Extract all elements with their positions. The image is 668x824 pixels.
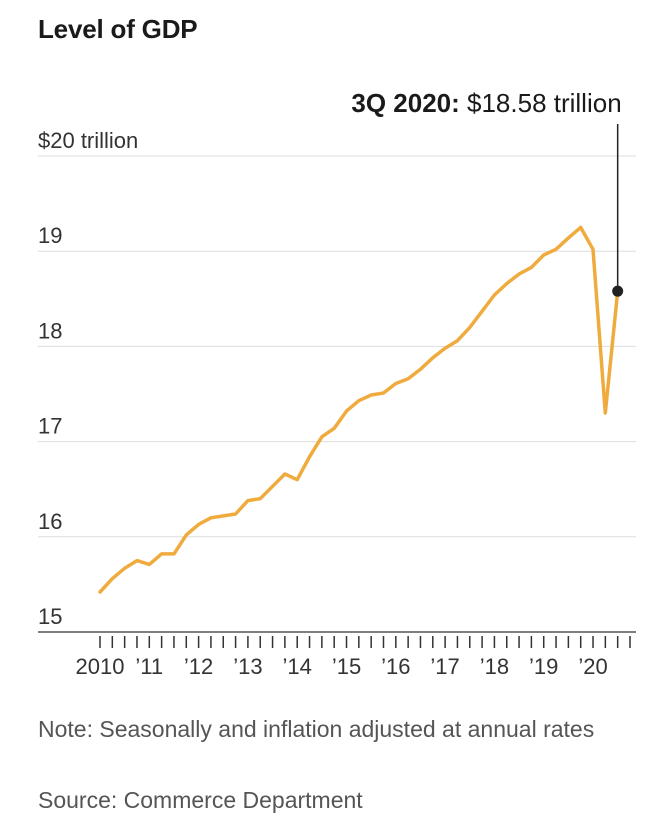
data-point-4Q-2017 bbox=[480, 309, 484, 313]
data-point-2Q-2014 bbox=[307, 455, 311, 459]
annotation-layer: 3Q 2020: $18.58 trillion bbox=[351, 88, 624, 297]
data-point-2Q-2019 bbox=[554, 247, 558, 251]
series-layer bbox=[98, 225, 620, 594]
data-point-4Q-2011 bbox=[184, 533, 188, 537]
chart-note: Note: Seasonally and inflation adjusted … bbox=[38, 716, 595, 742]
x-tick-label-2015: ’15 bbox=[332, 654, 361, 679]
data-point-1Q-2019 bbox=[542, 253, 546, 257]
data-point-1Q-2020 bbox=[591, 247, 595, 251]
data-point-3Q-2017 bbox=[468, 325, 472, 329]
data-point-4Q-2013 bbox=[283, 472, 287, 476]
data-point-2Q-2012 bbox=[209, 516, 213, 520]
data-point-3Q-2016 bbox=[418, 367, 422, 371]
x-tick-label-2018: ’18 bbox=[480, 654, 509, 679]
annotation-marker bbox=[612, 285, 624, 297]
data-point-4Q-2010 bbox=[135, 558, 139, 562]
data-point-1Q-2017 bbox=[443, 346, 447, 350]
data-point-1Q-2011 bbox=[147, 562, 151, 566]
data-point-4Q-2019 bbox=[578, 225, 582, 229]
x-tick-label-2014: ’14 bbox=[283, 654, 312, 679]
data-point-3Q-2019 bbox=[566, 236, 570, 240]
x-tick-label-2019: ’19 bbox=[529, 654, 558, 679]
y-tick-label-17: 17 bbox=[38, 414, 62, 439]
data-point-1Q-2013 bbox=[246, 498, 250, 502]
data-point-4Q-2018 bbox=[529, 265, 533, 269]
x-tick-label-2020: ’20 bbox=[578, 654, 607, 679]
x-tick-label-2017: ’17 bbox=[430, 654, 459, 679]
data-point-3Q-2015 bbox=[369, 393, 373, 397]
gridlines bbox=[38, 155, 636, 633]
x-tick-label-2011: ’11 bbox=[135, 654, 163, 679]
data-point-2Q-2020 bbox=[603, 411, 607, 415]
data-point-2Q-2016 bbox=[406, 377, 410, 381]
x-tick-label-2012: ’12 bbox=[184, 654, 213, 679]
data-point-3Q-2011 bbox=[172, 552, 176, 556]
data-point-1Q-2010 bbox=[98, 590, 102, 594]
x-tick-label-2010: 2010 bbox=[76, 654, 125, 679]
x-axis: 2010 ’11 ’12 ’13 ’14 ’15 ’16 ’17 ’18 ’19 ’20 bbox=[76, 636, 631, 679]
annotation-label: 3Q 2020: $18.58 trillion bbox=[351, 88, 621, 118]
data-point-1Q-2012 bbox=[196, 522, 200, 526]
data-point-3Q-2013 bbox=[270, 484, 274, 488]
chart-title: Level of GDP bbox=[38, 14, 198, 44]
y-tick-label-20: $20 trillion bbox=[38, 128, 138, 153]
data-point-2Q-2011 bbox=[159, 552, 163, 556]
y-tick-label-15: 15 bbox=[38, 604, 62, 629]
gdp-series-line bbox=[98, 225, 620, 594]
data-point-2Q-2013 bbox=[258, 497, 262, 501]
data-point-2Q-2015 bbox=[357, 398, 361, 402]
data-point-1Q-2014 bbox=[295, 477, 299, 481]
y-tick-label-19: 19 bbox=[38, 223, 62, 248]
annotation-label-value: $18.58 trillion bbox=[460, 88, 622, 118]
data-point-2Q-2018 bbox=[505, 281, 509, 285]
annotation-label-bold: 3Q 2020: bbox=[351, 88, 459, 118]
y-tick-label-18: 18 bbox=[38, 318, 62, 343]
data-point-4Q-2016 bbox=[431, 356, 435, 360]
x-tick-label-2016: ’16 bbox=[381, 654, 410, 679]
data-point-1Q-2018 bbox=[492, 293, 496, 297]
x-tick-label-2013: ’13 bbox=[233, 654, 262, 679]
data-point-3Q-2012 bbox=[221, 514, 225, 518]
data-point-2Q-2017 bbox=[455, 338, 459, 342]
data-point-3Q-2018 bbox=[517, 272, 521, 276]
data-point-3Q-2010 bbox=[122, 566, 126, 570]
data-point-1Q-2015 bbox=[344, 409, 348, 413]
data-point-3Q-2014 bbox=[320, 435, 324, 439]
chart-source: Source: Commerce Department bbox=[38, 787, 363, 813]
data-point-4Q-2014 bbox=[332, 426, 336, 430]
y-tick-label-16: 16 bbox=[38, 509, 62, 534]
gdp-line-chart: 15 16 17 18 19 $20 trillion 2010 ’11 ’12 ’13 ’14 ’… bbox=[38, 88, 636, 679]
y-axis-labels: 15 16 17 18 19 $20 trillion bbox=[38, 128, 138, 629]
data-point-4Q-2012 bbox=[233, 512, 237, 516]
data-point-1Q-2016 bbox=[394, 381, 398, 385]
data-point-4Q-2015 bbox=[381, 391, 385, 395]
data-point-2Q-2010 bbox=[110, 576, 114, 580]
